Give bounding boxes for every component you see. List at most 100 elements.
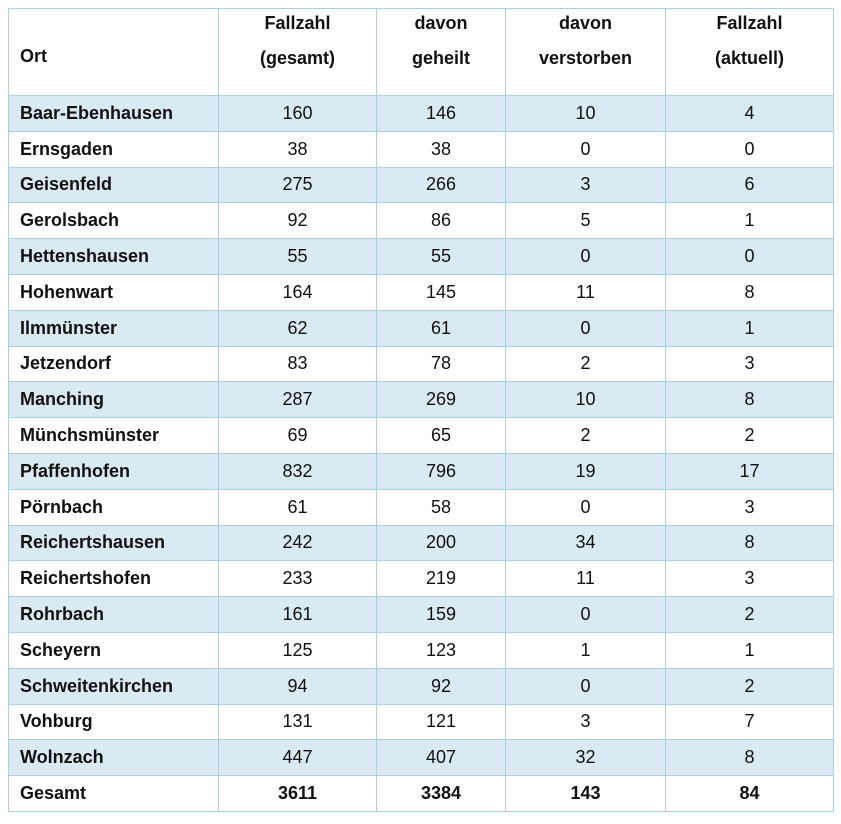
header-text: davon (558, 13, 612, 33)
header-cell: Fallzahl (gesamt) (218, 8, 377, 96)
place-cell: Reichertshausen (8, 524, 219, 562)
header-text: (aktuell) (714, 48, 784, 68)
number-cell: 86 (376, 202, 506, 240)
number-cell: 3 (505, 166, 666, 204)
table-row: Manching 287 269 10 8 (8, 381, 834, 419)
place-cell: Münchsmünster (8, 417, 219, 454)
place-cell: Geisenfeld (8, 166, 219, 204)
number-cell: 1 (665, 631, 834, 669)
number-cell: 3 (665, 488, 834, 526)
number-cell: 3384 (376, 775, 506, 812)
number-cell: 8 (665, 524, 834, 562)
number-cell: 78 (376, 345, 506, 383)
place-cell: Hohenwart (8, 273, 219, 311)
table-row: Hohenwart 164 145 11 8 (8, 273, 834, 311)
number-cell: 55 (218, 238, 377, 275)
number-cell: 121 (376, 703, 506, 741)
place-cell: Ilmmünster (8, 309, 219, 347)
number-cell: 8 (665, 273, 834, 311)
number-cell: 407 (376, 739, 506, 777)
number-cell: 19 (505, 452, 666, 490)
number-cell: 5 (505, 202, 666, 240)
number-cell: 6 (665, 166, 834, 204)
number-cell: 0 (505, 238, 666, 275)
table-row: Wolnzach 447 407 32 8 (8, 739, 834, 777)
place-cell: Wolnzach (8, 739, 219, 777)
number-cell: 123 (376, 631, 506, 669)
table-row: Pörnbach 61 58 0 3 (8, 488, 834, 526)
header-cell: Fallzahl (aktuell) (665, 8, 834, 96)
number-cell: 146 (376, 95, 506, 132)
table-row: Geisenfeld 275 266 3 6 (8, 166, 834, 204)
number-cell: 160 (218, 95, 377, 132)
place-cell: Manching (8, 381, 219, 419)
number-cell: 2 (505, 345, 666, 383)
data-table: Ort Fallzahl (gesamt) davon geheilt davon vers… (8, 8, 834, 812)
table-row: Gesamt 3611 3384 143 84 (8, 775, 834, 812)
number-cell: 2 (665, 596, 834, 633)
header-text: verstorben (538, 48, 633, 68)
table-body: Baar-Ebenhausen 160 146 10 4 Ernsgaden 38 38 0 0 G… (8, 95, 834, 812)
number-cell: 287 (218, 381, 377, 419)
number-cell: 447 (218, 739, 377, 777)
table-row: Schweitenkirchen 94 92 0 2 (8, 667, 834, 705)
number-cell: 161 (218, 596, 377, 633)
number-cell: 0 (505, 488, 666, 526)
number-cell: 10 (505, 381, 666, 419)
number-cell: 3 (665, 345, 834, 383)
number-cell: 3611 (218, 775, 377, 812)
number-cell: 61 (376, 309, 506, 347)
number-cell: 832 (218, 452, 377, 490)
number-cell: 143 (505, 775, 666, 812)
number-cell: 8 (665, 381, 834, 419)
number-cell: 2 (665, 417, 834, 454)
number-cell: 796 (376, 452, 506, 490)
place-cell: Ernsgaden (8, 130, 219, 168)
number-cell: 94 (218, 667, 377, 705)
number-cell: 38 (376, 130, 506, 168)
number-cell: 34 (505, 524, 666, 562)
number-cell: 159 (376, 596, 506, 633)
number-cell: 164 (218, 273, 377, 311)
table-row: Münchsmünster 69 65 2 2 (8, 417, 834, 454)
number-cell: 62 (218, 309, 377, 347)
number-cell: 200 (376, 524, 506, 562)
number-cell: 219 (376, 560, 506, 598)
number-cell: 7 (665, 703, 834, 741)
table-row: Reichertshofen 233 219 11 3 (8, 560, 834, 598)
number-cell: 0 (505, 667, 666, 705)
table-row: Ernsgaden 38 38 0 0 (8, 130, 834, 168)
header-text: Fallzahl (264, 13, 331, 33)
number-cell: 11 (505, 273, 666, 311)
table-row: Pfaffenhofen 832 796 19 17 (8, 452, 834, 490)
number-cell: 8 (665, 739, 834, 777)
place-cell: Reichertshofen (8, 560, 219, 598)
number-cell: 11 (505, 560, 666, 598)
table-row: Rohrbach 161 159 0 2 (8, 596, 834, 633)
table-row: Jetzendorf 83 78 2 3 (8, 345, 834, 383)
number-cell: 3 (505, 703, 666, 741)
place-cell: Pfaffenhofen (8, 452, 219, 490)
header-text: davon (414, 13, 468, 33)
place-cell: Schweitenkirchen (8, 667, 219, 705)
place-cell: Gerolsbach (8, 202, 219, 240)
place-cell: Rohrbach (8, 596, 219, 633)
number-cell: 125 (218, 631, 377, 669)
number-cell: 0 (505, 130, 666, 168)
table-row: Vohburg 131 121 3 7 (8, 703, 834, 741)
number-cell: 92 (218, 202, 377, 240)
number-cell: 2 (665, 667, 834, 705)
header-cell: davon geheilt (376, 8, 506, 96)
number-cell: 55 (376, 238, 506, 275)
table-row: Baar-Ebenhausen 160 146 10 4 (8, 95, 834, 132)
place-cell: Gesamt (8, 775, 219, 812)
number-cell: 32 (505, 739, 666, 777)
table-row: Gerolsbach 92 86 5 1 (8, 202, 834, 240)
number-cell: 1 (665, 309, 834, 347)
table-row: Scheyern 125 123 1 1 (8, 631, 834, 669)
number-cell: 92 (376, 667, 506, 705)
header-cell: Ort (8, 8, 219, 96)
number-cell: 131 (218, 703, 377, 741)
number-cell: 69 (218, 417, 377, 454)
